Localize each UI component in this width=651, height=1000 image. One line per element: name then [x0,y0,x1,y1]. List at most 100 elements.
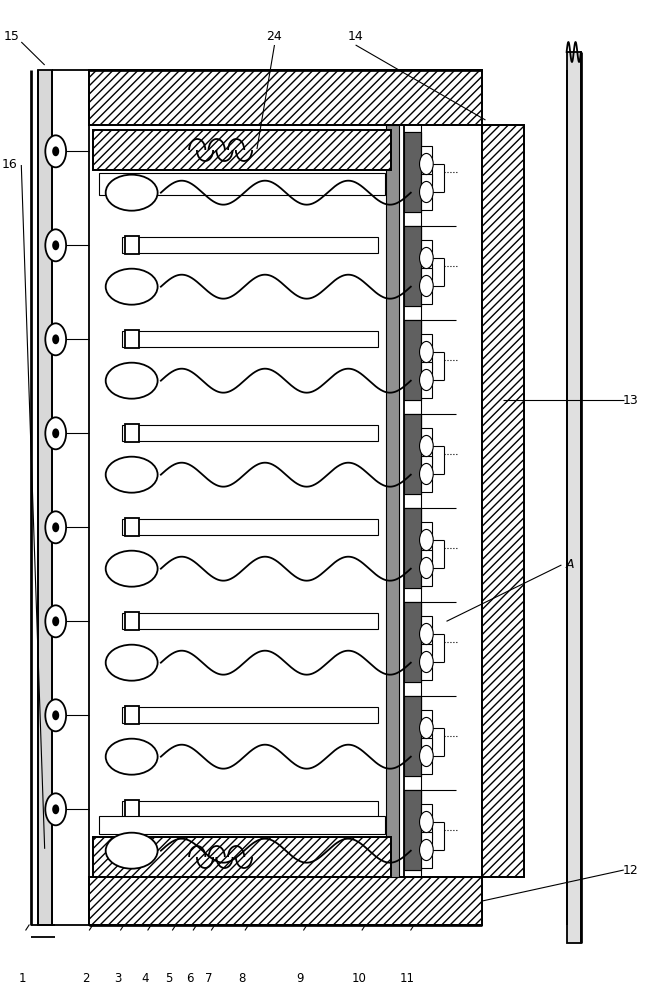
Bar [89,877,482,925]
Bar [421,268,432,304]
Text: 10: 10 [352,972,367,984]
Bar [404,696,421,776]
Circle shape [419,435,433,457]
Bar [404,414,421,494]
Bar [92,837,391,877]
Circle shape [53,711,59,719]
Bar [99,173,385,195]
Text: 5: 5 [165,972,173,984]
Circle shape [46,793,66,825]
Bar [421,456,432,492]
Bar [122,613,378,629]
Bar [421,334,432,370]
Bar [89,877,482,925]
Bar [404,132,421,212]
Circle shape [419,341,433,363]
Bar [421,428,432,464]
Circle shape [419,463,433,485]
Bar [122,801,378,817]
Circle shape [46,417,66,449]
Bar [421,522,432,558]
Text: 13: 13 [622,393,638,406]
Bar [404,508,421,588]
Circle shape [53,805,59,813]
Bar [421,804,432,840]
Text: 6: 6 [186,972,194,984]
Circle shape [419,557,433,579]
Circle shape [46,699,66,731]
Circle shape [419,247,433,269]
Circle shape [419,839,433,861]
Text: 4: 4 [141,972,148,984]
Bar [404,320,421,400]
Circle shape [419,153,433,175]
Circle shape [46,229,66,261]
Bar [122,331,378,347]
Text: 11: 11 [400,972,415,984]
Bar [404,132,421,212]
Bar [99,816,385,834]
Text: 16: 16 [2,158,18,172]
Circle shape [53,617,59,625]
Text: 7: 7 [204,972,212,984]
Bar [122,143,378,159]
Text: 15: 15 [4,30,20,43]
Bar [421,146,432,182]
Circle shape [46,323,66,355]
Ellipse shape [105,739,158,775]
Bar [125,800,139,818]
Bar [421,738,432,774]
Ellipse shape [105,457,158,493]
Ellipse shape [105,551,158,587]
Bar [482,125,525,877]
Circle shape [419,717,433,739]
Bar [421,832,432,868]
Circle shape [419,369,433,391]
Bar [404,790,421,870]
Bar [421,550,432,586]
Circle shape [419,529,433,551]
Circle shape [53,523,59,531]
Bar [125,330,139,348]
Bar [92,837,391,877]
Ellipse shape [105,645,158,681]
Circle shape [46,135,66,167]
Bar [404,414,421,494]
Text: 12: 12 [622,863,638,876]
Bar [125,706,139,724]
Text: 8: 8 [238,972,245,984]
Circle shape [419,181,433,203]
Bar [421,362,432,398]
Bar [125,518,139,536]
Bar [125,236,139,254]
Circle shape [53,147,59,155]
Text: 3: 3 [114,972,121,984]
Bar [404,226,421,306]
Bar [38,70,52,925]
Bar [404,226,421,306]
Ellipse shape [105,175,158,211]
Bar [421,616,432,652]
Bar [125,424,139,442]
Bar [566,52,581,943]
Bar [421,710,432,746]
Bar [404,602,421,682]
Circle shape [53,335,59,343]
Bar [386,125,399,877]
Bar [421,240,432,276]
Ellipse shape [105,363,158,399]
Circle shape [419,651,433,673]
Bar [482,125,525,877]
Circle shape [46,605,66,637]
Text: 1: 1 [19,972,26,984]
Bar [122,519,378,535]
Bar [125,142,139,160]
Circle shape [46,511,66,543]
Bar [404,696,421,776]
Circle shape [53,241,59,249]
Bar [125,612,139,630]
Circle shape [53,429,59,437]
Ellipse shape [105,833,158,869]
Bar [92,130,391,170]
Text: A: A [566,558,574,572]
